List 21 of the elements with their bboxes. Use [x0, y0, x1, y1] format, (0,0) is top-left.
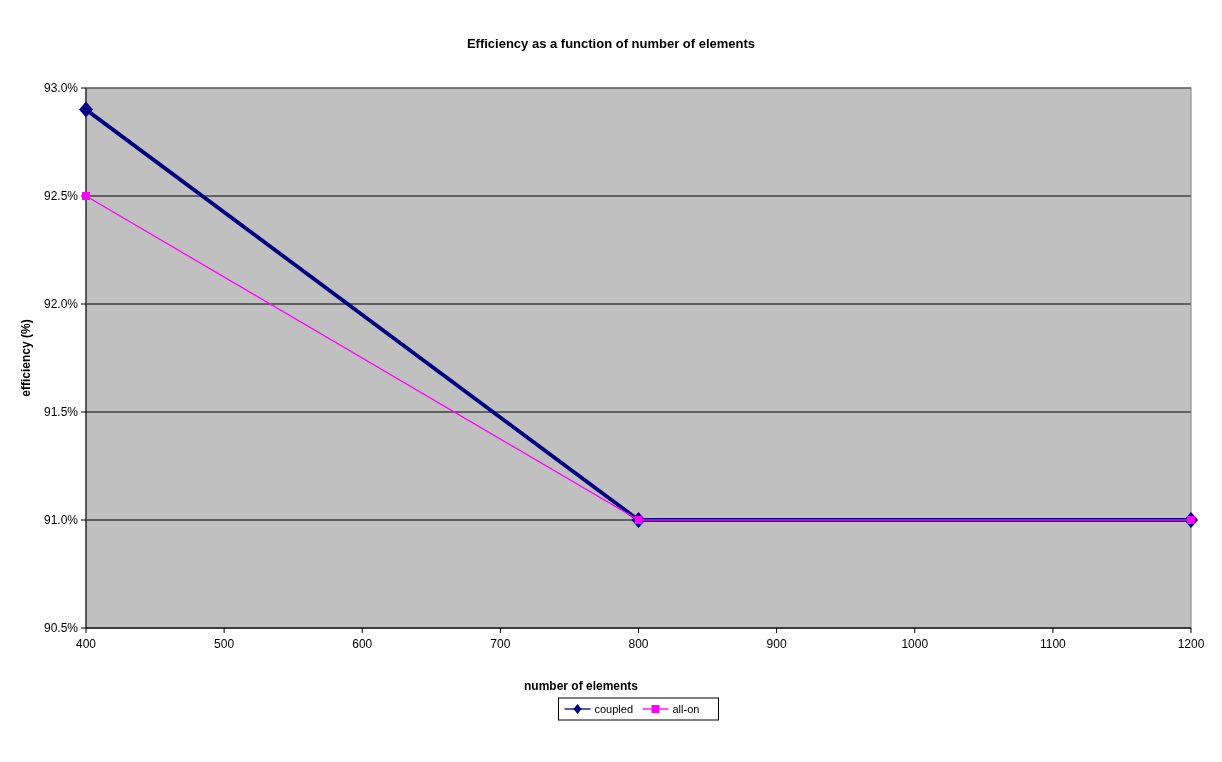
y-tick-label: 92.0% — [43, 297, 79, 311]
legend-label: coupled — [594, 703, 634, 715]
legend-label: all-on — [672, 703, 700, 715]
x-tick-label: 1100 — [1039, 637, 1067, 651]
x-tick-label: 1200 — [1177, 637, 1205, 651]
y-tick-label: 92.5% — [43, 189, 79, 203]
x-tick-label: 700 — [490, 637, 511, 651]
chart-title: Efficiency as a function of number of elements — [466, 36, 756, 51]
x-tick-label: 500 — [214, 637, 235, 651]
x-axis-title: number of elements — [523, 679, 639, 693]
y-tick-label: 93.0% — [43, 81, 79, 95]
x-tick-label: 800 — [628, 637, 649, 651]
point — [79, 101, 93, 118]
x-tick-label: 1000 — [901, 637, 929, 651]
y-tick-label: 91.5% — [43, 405, 79, 419]
x-tick-label: 900 — [766, 637, 787, 651]
y-axis-title: efficiency (%) — [19, 319, 33, 397]
x-tick-label: 600 — [352, 637, 373, 651]
y-tick-label: 90.5% — [43, 621, 79, 635]
x-tick-label: 400 — [75, 637, 97, 651]
y-tick-label: 91.0% — [43, 513, 79, 527]
